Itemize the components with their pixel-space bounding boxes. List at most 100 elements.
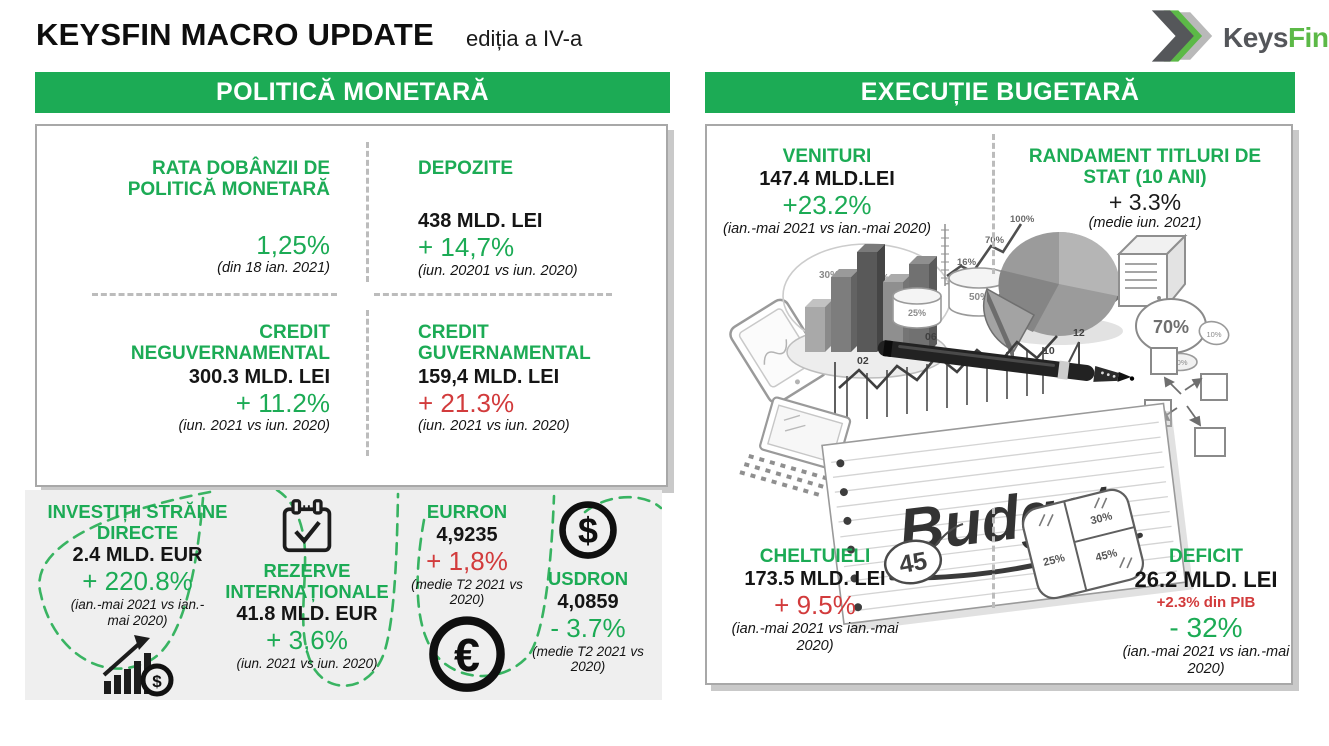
divider-vertical-top <box>366 142 369 282</box>
oval-45-label: 45 <box>897 547 929 579</box>
stat-value: 147.4 MLD.LEI <box>759 168 895 191</box>
stat-note: (iun. 2021 vs iun. 2020) <box>418 418 570 435</box>
budget-illustration: 30% 70% 16% 70% 100% 25% 50% <box>729 214 1230 632</box>
euro-glyph: € <box>454 629 480 681</box>
dollar-coin-icon: $ <box>503 498 673 564</box>
stat-randament-titluri: RANDAMENT TITLURI DE STAT (10 ANI) + 3.3… <box>1020 146 1270 232</box>
server-doodle <box>1116 233 1188 309</box>
stat-change: + 9.5% <box>774 590 856 621</box>
stat-value: 26.2 MLD. LEI <box>1134 567 1278 593</box>
stat-note: (medie T2 2021 vs 2020) <box>532 643 644 675</box>
page-title: KEYSFIN MACRO UPDATE <box>36 17 434 52</box>
square-30-label: 30% <box>1089 510 1113 527</box>
divider-horizontal-right <box>374 293 612 296</box>
stat-change: 1,25% <box>256 229 330 260</box>
stat-venituri: VENITURI 147.4 MLD.LEI +23.2% (ian.-mai … <box>707 146 947 238</box>
monetary-policy-card: RATA DOBÂNZII DE POLITICĂ MONETARĂ 1,25%… <box>35 124 668 487</box>
stat-title: EURRON <box>426 501 508 522</box>
stat-value: 4,0859 <box>557 590 619 613</box>
euro-coin-icon: € <box>382 614 552 698</box>
doodle-20-label: 20% <box>1172 358 1187 367</box>
stat-extra-pib: +2.3% din PIB <box>1156 593 1256 611</box>
stat-value: 41.8 MLD. EUR <box>236 603 378 626</box>
stat-value: 2.4 MLD. EUR <box>72 544 203 567</box>
growth-chart-icon: $ <box>30 633 245 697</box>
stat-note: (din 18 ian. 2021) <box>217 260 330 277</box>
stat-change: - 32% <box>1169 611 1243 643</box>
stat-change: + 3,6% <box>266 625 348 656</box>
pie-chart-3d <box>983 231 1123 363</box>
stat-title: VENITURI <box>782 146 872 167</box>
edition-subtitle: ediția a IV-a <box>466 26 583 51</box>
stat-eurron: EURRON 4,9235 + 1,8% (medie T2 2021 vs 2… <box>382 501 552 698</box>
stat-note: (ian.-mai 2021 vs ian.-mai 2020) <box>1122 643 1290 677</box>
pen-illustration <box>877 340 1135 382</box>
logo-fin: Fin <box>1287 22 1329 53</box>
stat-note: (iun. 2021 vs iun. 2020) <box>178 418 330 435</box>
cylinder-25-label: 25% <box>908 308 926 318</box>
keysfin-chevron-icon <box>1150 9 1214 67</box>
stat-title: CREDIT NEGUVERNAMENTAL <box>130 322 330 365</box>
doodle-70-label: 70% <box>1153 317 1189 337</box>
axis-06-label: 06 <box>925 331 937 343</box>
banner-politica-monetara: POLITICĂ MONETARĂ <box>35 72 670 113</box>
stat-rezerve-internationale: REZERVE INTERNAȚIONALE 41.8 MLD. EUR + 3… <box>217 498 397 672</box>
stat-title: RATA DOBÂNZII DE POLITICĂ MONETARĂ <box>127 158 330 201</box>
stat-note: (medie T2 2021 vs 2020) <box>411 576 523 608</box>
percent-grid-doodle: 25% 30% 45% <box>1021 488 1145 600</box>
stat-cheltuieli: CHELTUIELI 173.5 MLD. LEI + 9.5% (ian.-m… <box>720 546 910 655</box>
stat-change: + 11.2% <box>235 387 330 418</box>
stat-usdron: $ USDRON 4,0859 - 3.7% (medie T2 2021 vs… <box>503 498 673 675</box>
dollar-glyph: $ <box>152 672 162 691</box>
divider-horizontal-left <box>92 293 337 296</box>
stat-note: (medie iun. 2021) <box>1088 214 1202 231</box>
doodle-10-label: 10% <box>1206 330 1221 339</box>
stat-title: RANDAMENT TITLURI DE STAT (10 ANI) <box>1028 146 1262 189</box>
budget-execution-card: 30% 70% 16% 70% 100% 25% 50% <box>705 124 1293 685</box>
axis-02-label: 02 <box>857 355 869 367</box>
stat-credit-guvernamental: CREDIT GUVERNAMENTAL 159,4 MLD. LEI + 21… <box>418 322 638 435</box>
stat-value: 438 MLD. LEI <box>418 210 543 233</box>
stat-value: 173.5 MLD. LEI <box>744 568 886 591</box>
stat-change: +23.2% <box>782 190 872 221</box>
stat-title: USDRON <box>547 568 629 589</box>
indicator-strip: INVESTIȚII STRĂINE DIRECTE 2.4 MLD. EUR … <box>25 490 662 700</box>
stat-note: (iun. 2021 vs iun. 2020) <box>236 656 378 672</box>
stat-title: DEFICIT <box>1169 546 1243 567</box>
keysfin-logo: KeysFin <box>1150 9 1329 67</box>
square-25-label: 25% <box>1042 552 1066 569</box>
bar-chart-3d <box>805 244 937 352</box>
flowchart-doodle <box>1144 347 1228 457</box>
logo-keys: Keys <box>1223 22 1288 53</box>
line-100-label: 100% <box>1010 214 1035 225</box>
stat-note: (iun. 20201 vs iun. 2020) <box>418 263 578 280</box>
stat-rata-dobanzii: RATA DOBÂNZII DE POLITICĂ MONETARĂ 1,25%… <box>90 158 330 277</box>
bar-30-label: 30% <box>819 270 839 281</box>
stat-title: DEPOZITE <box>418 158 514 179</box>
square-45-label: 45% <box>1094 547 1118 564</box>
cylinder-50-label: 50% <box>969 292 989 303</box>
axis-12-label: 12 <box>1073 327 1085 339</box>
stat-credit-neguvernamental: CREDIT NEGUVERNAMENTAL 300.3 MLD. LEI + … <box>90 322 330 435</box>
stat-title: REZERVE INTERNAȚIONALE <box>225 560 389 602</box>
divider-vertical-top <box>992 134 995 274</box>
stat-title: CHELTUIELI <box>759 546 871 567</box>
calendar-check-icon <box>217 498 397 554</box>
stat-title: CREDIT GUVERNAMENTAL <box>418 322 591 365</box>
stat-note: (ian.-mai 2021 vs ian.-mai 2020) <box>70 597 205 629</box>
stat-note: (ian.-mai 2021 vs ian.-mai 2020) <box>731 621 899 655</box>
stat-title: INVESTIȚII STRĂINE DIRECTE <box>47 501 228 543</box>
logo-wordmark: KeysFin <box>1223 22 1329 54</box>
stat-change: + 3.3% <box>1108 188 1182 215</box>
axis-10-label: 10 <box>1043 345 1055 357</box>
stat-change: + 14,7% <box>418 232 515 263</box>
stat-note: (ian.-mai 2021 vs ian.-mai 2020) <box>723 221 931 238</box>
stat-change: - 3.7% <box>550 612 626 643</box>
line-16-label: 16% <box>957 257 977 268</box>
stat-depozite: DEPOZITE 438 MLD. LEI + 14,7% (iun. 2020… <box>418 158 638 280</box>
divider-vertical-bottom <box>366 310 369 456</box>
stat-value: 300.3 MLD. LEI <box>188 365 330 388</box>
stat-change: + 21.3% <box>418 387 515 418</box>
stat-change: + 1,8% <box>426 545 508 576</box>
